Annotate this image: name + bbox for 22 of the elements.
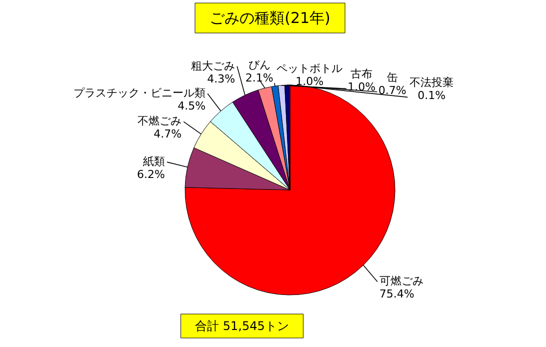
slice-label: 紙類 bbox=[142, 155, 165, 168]
slice-label: プラスチック・ビニール類 bbox=[74, 86, 206, 100]
slice-label: ペットボトル bbox=[276, 62, 343, 75]
data-label: 6.2% bbox=[137, 168, 165, 182]
data-label: 1.0% bbox=[296, 74, 324, 88]
data-label: 2.1% bbox=[245, 72, 274, 85]
data-label: 4.7% bbox=[154, 128, 182, 141]
data-label: 1.0% bbox=[348, 80, 376, 94]
slice-label: びん bbox=[248, 58, 270, 72]
slice-label: 缶 bbox=[386, 70, 398, 84]
slice-label: 不燃ごみ bbox=[138, 114, 182, 128]
text: 合計 51,545トン bbox=[195, 319, 289, 333]
data-label: 4.3% bbox=[207, 72, 236, 86]
slice-label: 不法投棄 bbox=[410, 76, 454, 90]
chart-title: ごみの種類(21年) bbox=[210, 9, 330, 27]
data-label: 4.5% bbox=[178, 100, 206, 113]
data-label: 0.7% bbox=[378, 84, 406, 97]
slice-label: 古布 bbox=[350, 68, 373, 81]
data-label: 75.4% bbox=[379, 288, 414, 301]
data-label: 0.1% bbox=[418, 89, 446, 102]
slice-label: 可燃ごみ bbox=[379, 274, 424, 288]
slice-label: 粗大ごみ bbox=[191, 59, 236, 72]
